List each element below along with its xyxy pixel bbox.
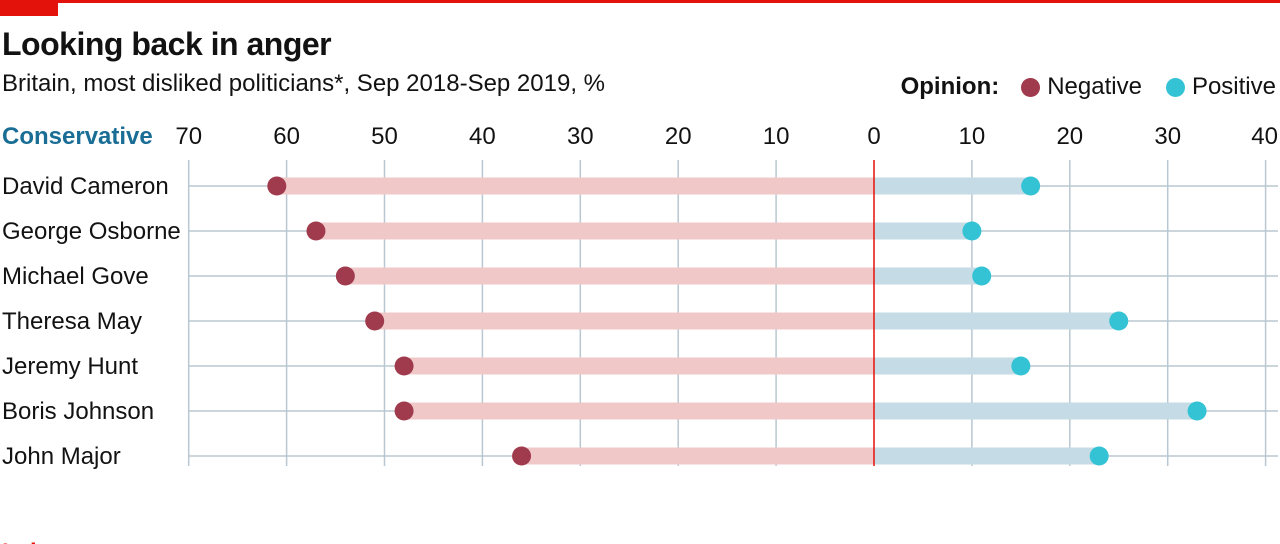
positive-bar xyxy=(874,222,972,240)
x-tick-label: 60 xyxy=(273,123,300,150)
positive-point xyxy=(962,221,982,241)
x-tick-label: 50 xyxy=(371,123,398,150)
positive-point xyxy=(1021,176,1041,196)
positive-point xyxy=(1187,401,1207,421)
negative-bar xyxy=(345,267,875,285)
negative-point xyxy=(335,266,355,286)
legend-swatch-negative xyxy=(1021,77,1041,97)
x-tick-label: 40 xyxy=(469,123,496,150)
x-tick-label: 20 xyxy=(665,123,692,150)
row-label: Theresa May xyxy=(2,308,142,335)
row-label: David Cameron xyxy=(2,173,169,200)
negative-bar xyxy=(404,357,874,375)
positive-point xyxy=(1089,446,1109,466)
x-tick-label: 10 xyxy=(959,123,986,150)
legend-item-negative: Negative xyxy=(1021,73,1142,101)
x-tick-label: 70 xyxy=(175,123,202,150)
top-rule xyxy=(0,0,1280,3)
negative-point xyxy=(394,356,414,376)
negative-point xyxy=(512,446,532,466)
positive-bar xyxy=(874,312,1119,330)
positive-bar xyxy=(874,447,1100,465)
x-tick-label: 10 xyxy=(763,123,790,150)
negative-bar xyxy=(315,222,875,240)
chart-title: Looking back in anger xyxy=(2,26,332,62)
legend-label-negative: Negative xyxy=(1047,73,1142,100)
legend: Opinion: Negative Positive xyxy=(901,70,1276,104)
positive-point xyxy=(972,266,992,286)
legend-title: Opinion: xyxy=(900,73,1000,100)
negative-bar xyxy=(521,447,874,465)
chart-subtitle: Britain, most disliked politicians*, Sep… xyxy=(2,70,605,97)
row-label: John Major xyxy=(2,443,121,470)
row-label: George Osborne xyxy=(2,218,181,245)
group-title: Conservative xyxy=(2,123,153,150)
legend-swatch-positive xyxy=(1165,77,1185,97)
positive-point xyxy=(1109,311,1129,331)
legend-item-positive: Positive xyxy=(1165,73,1276,101)
negative-point xyxy=(394,401,414,421)
positive-bar xyxy=(874,267,982,285)
positive-bar xyxy=(874,357,1021,375)
row-label: Michael Gove xyxy=(2,263,149,290)
x-tick-label: 40 xyxy=(1251,123,1278,150)
x-tick-label: 20 xyxy=(1056,123,1083,150)
brand-flag xyxy=(0,0,58,16)
x-tick-label: 30 xyxy=(567,123,594,150)
legend-label-positive: Positive xyxy=(1191,73,1276,100)
negative-point xyxy=(267,176,287,196)
positive-point xyxy=(1011,356,1031,376)
positive-bar xyxy=(874,177,1031,195)
negative-bar xyxy=(374,312,874,330)
x-tick-label: 30 xyxy=(1154,123,1181,150)
x-tick-label: 0 xyxy=(867,123,880,150)
negative-bar xyxy=(276,177,874,195)
row-label: Jeremy Hunt xyxy=(2,353,138,380)
negative-bar xyxy=(404,402,874,420)
negative-point xyxy=(365,311,385,331)
negative-point xyxy=(306,221,326,241)
group-title: Labour xyxy=(2,539,83,544)
row-label: Boris Johnson xyxy=(2,398,154,425)
positive-bar xyxy=(874,402,1198,420)
